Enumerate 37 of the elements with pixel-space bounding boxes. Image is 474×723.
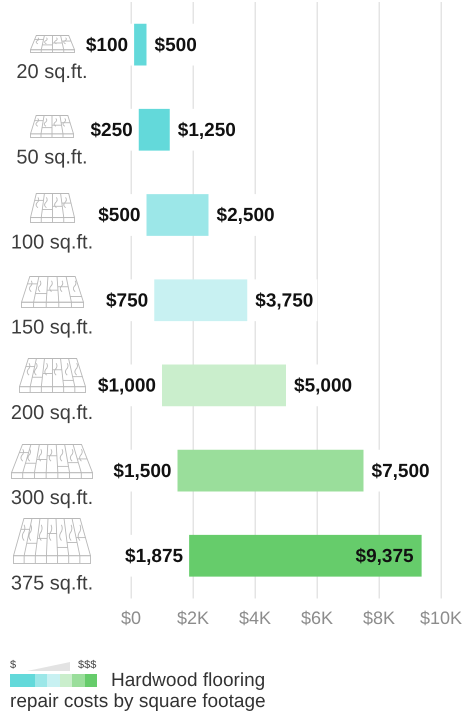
y-tick-label: 100 sq.ft. xyxy=(10,232,94,254)
annotation: $9,375 xyxy=(356,546,414,568)
bar xyxy=(162,364,286,406)
annotation: $2,500 xyxy=(216,205,275,226)
x-tick-label: $8K xyxy=(362,608,396,628)
bar xyxy=(154,279,248,322)
text: $ xyxy=(10,659,16,671)
y-tick-label: 50 sq.ft. xyxy=(16,146,88,168)
bar xyxy=(146,194,208,236)
annotation: $750 xyxy=(106,290,148,312)
y-tick-label: 150 sq.ft. xyxy=(10,316,94,339)
annotation: $7,500 xyxy=(372,460,430,482)
annotation: $1,875 xyxy=(125,546,184,568)
y-tick-label: 300 sq.ft. xyxy=(10,487,94,510)
annotation: $3,750 xyxy=(255,290,314,312)
y-tick-label: 200 sq.ft. xyxy=(10,402,94,424)
y-tick-label: 375 sq.ft. xyxy=(10,572,94,594)
annotation: $500 xyxy=(154,34,197,56)
annotation: $1,000 xyxy=(98,376,156,397)
bar xyxy=(134,24,146,66)
annotation: $500 xyxy=(98,205,140,226)
text: $100 xyxy=(86,34,128,56)
x-tick-label: $2K xyxy=(176,608,210,628)
bar xyxy=(189,534,422,577)
bar xyxy=(138,108,170,151)
x-tick-label: $0 xyxy=(120,608,142,628)
annotation: $1,250 xyxy=(178,120,236,142)
x-tick-label: $4K xyxy=(238,608,272,628)
y-tick-label: 20 sq.ft. xyxy=(16,61,88,84)
annotation: $1,500 xyxy=(113,460,172,482)
text: $$$ xyxy=(78,659,96,671)
x-tick-label: $6K xyxy=(300,608,334,628)
annotation: $5,000 xyxy=(294,376,352,397)
x-tick-label: $10K xyxy=(420,608,462,628)
annotation: $250 xyxy=(90,120,133,142)
bar xyxy=(178,450,364,492)
text: Hardwood flooring repair costs by square footage xyxy=(10,670,267,712)
